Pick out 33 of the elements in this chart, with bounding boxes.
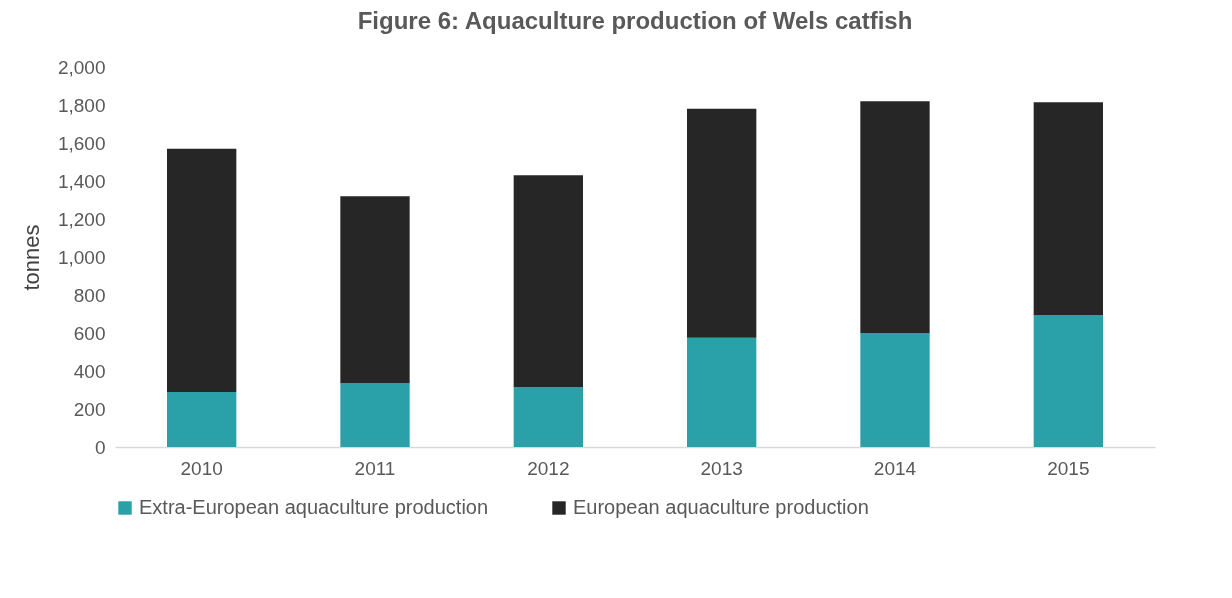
x-tick-label: 2015: [1047, 457, 1090, 479]
y-tick-label: 2,000: [57, 56, 106, 78]
y-tick-label: 200: [73, 398, 106, 420]
bar: [1033, 102, 1103, 315]
x-tick-label: 2011: [354, 457, 396, 479]
bar: [513, 175, 583, 388]
bar: [340, 383, 410, 447]
bar: [1033, 314, 1103, 447]
x-tick-label: 2010: [180, 457, 223, 479]
y-tick-label: 1,400: [57, 170, 106, 192]
bar: [167, 391, 237, 447]
bar: [860, 101, 930, 333]
x-tick-label: 2014: [873, 457, 917, 479]
legend-label: European aquaculture production: [573, 496, 869, 518]
y-tick-label: 1,000: [57, 246, 106, 268]
y-tick-label: 1,600: [57, 132, 106, 154]
chart-title: Figure 6: Aquaculture production of Wels catfish: [357, 7, 913, 34]
y-tick-label: 1,200: [57, 208, 106, 230]
bar: [860, 333, 930, 447]
y-tick-label: 400: [73, 360, 106, 382]
bar: [340, 196, 410, 384]
legend-label: Extra-European aquaculture production: [139, 496, 489, 518]
x-tick-label: 2013: [700, 457, 743, 479]
y-tick-label: 0: [94, 436, 106, 458]
y-tick-label: 800: [73, 284, 106, 306]
bar: [687, 337, 757, 447]
bar: [513, 387, 583, 447]
y-tick-label: 600: [73, 322, 106, 344]
x-tick-label: 2012: [527, 457, 570, 479]
bar: [167, 148, 237, 392]
y-tick-label: 1,800: [57, 94, 106, 116]
y-axis-title: tonnes: [18, 224, 44, 291]
bar: [687, 108, 757, 338]
